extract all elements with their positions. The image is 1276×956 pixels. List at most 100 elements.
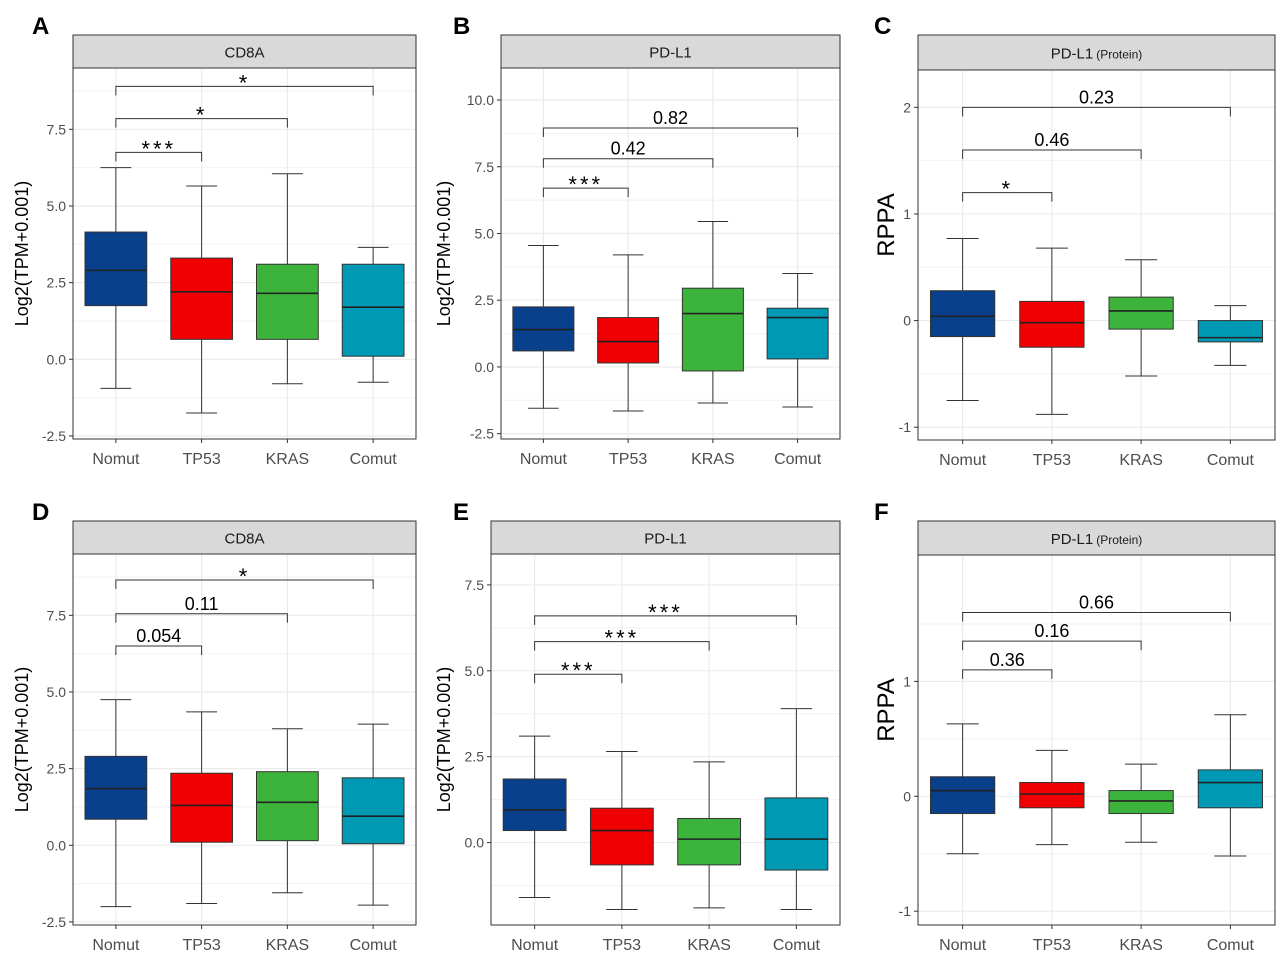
plot-area-d [73,554,416,925]
comparison-label: 0.42 [611,139,646,159]
panel-C: C PD-L1 (Protein) -1 0 1 2 * 0.46 0.23 Nomut TP53 KR… [873,13,1276,469]
x-tick-label-nomut-f: Nomut [939,937,987,954]
box-body [589,807,654,866]
panel-letter-f: F [874,499,889,526]
plot-border-d [72,553,417,926]
y-tick-label-b: -2.5 [470,426,494,442]
box-body [170,257,233,340]
x-tick-label-tp53-a: TP53 [183,451,221,468]
panel-letter-d: D [32,499,49,526]
box-nomut-d [84,699,148,908]
box-comut-c [1197,305,1264,366]
x-tick-label-nomut-d: Nomut [92,937,140,954]
comparison-nomut-tp53-d: 0.054 [115,626,203,655]
y-axis-title-a: Log2(TPM+0.001) [12,181,32,327]
comparison-nomut-comut-f: 0.66 [962,592,1231,622]
box-body [1108,296,1174,330]
facet-strip-b [500,34,841,69]
comparison-bracket [115,151,203,162]
comparison-nomut-comut-b: 0.82 [542,108,799,138]
comparison-nomut-kras-b: 0.42 [542,139,714,168]
comparison-bracket [962,611,1231,622]
comparison-bracket [115,85,374,96]
panel-letter-c: C [874,13,891,40]
x-tick-label-tp53-d: TP53 [183,937,221,954]
y-axis-title-b: Log2(TPM+0.001) [434,181,454,327]
facet-title-suffix-f: (Protein) [1096,533,1142,547]
facet-title-suffix-c: (Protein) [1096,48,1142,62]
x-tick-label-comut-d: Comut [350,937,398,954]
facet-strip-f [917,520,1276,556]
box-nomut-b [512,244,575,409]
comparison-label: *** [568,172,603,197]
box-comut-e [764,708,829,911]
y-tick-label-d: 5.0 [47,684,67,700]
comparison-label: *** [141,136,176,161]
comparison-label: *** [605,626,640,651]
plot-border-c [917,69,1276,441]
plot-area-c [918,70,1275,440]
box-body [929,776,996,815]
comparison-bracket [542,127,799,138]
x-tick-label-nomut-b: Nomut [520,451,568,468]
plot-border-e [490,553,841,926]
box-comut-a [341,246,405,383]
comparison-label: 0.46 [1034,130,1069,150]
box-kras-d [256,728,319,894]
facet-strip-c [917,34,1276,71]
y-tick-label-f: -1 [899,903,912,919]
comparison-nomut-tp53-a: *** [115,136,203,162]
y-tick-label-a: 5.0 [47,198,67,214]
comparison-nomut-kras-f: 0.16 [962,621,1142,651]
facet-strip-d [72,520,417,555]
box-tp53-b [597,254,660,412]
box-body [597,317,660,364]
comparison-label: 0.36 [990,650,1025,670]
box-comut-d [341,723,405,906]
y-tick-label-a: -2.5 [42,428,66,444]
panel-letter-e: E [453,499,469,526]
x-tick-label-tp53-b: TP53 [609,451,647,468]
box-body [341,263,405,357]
comparison-label: * [239,564,251,589]
x-tick-label-kras-f: KRAS [1119,937,1163,954]
comparison-nomut-comut-c: 0.23 [962,87,1231,117]
comparison-label: *** [648,600,683,625]
x-tick-label-comut-c: Comut [1207,452,1255,469]
y-tick-label-c: 2 [903,99,911,115]
y-tick-label-b: 10.0 [467,92,494,108]
y-axis-title-d: Log2(TPM+0.001) [12,667,32,813]
comparison-bracket [962,192,1053,202]
box-nomut-e [502,735,567,899]
y-tick-label-e: 7.5 [465,577,485,593]
x-tick-label-nomut-e: Nomut [511,937,559,954]
x-tick-label-comut-a: Comut [350,451,398,468]
comparison-nomut-comut-e: *** [534,600,797,625]
box-body [256,771,319,842]
box-kras-b [681,220,744,404]
y-axis-title-c: RPPA [873,193,900,257]
y-tick-label-b: 5.0 [475,225,495,241]
box-comut-b [766,273,829,408]
comparison-bracket [115,579,374,590]
plot-area-b [501,68,840,439]
x-tick-label-kras-b: KRAS [691,451,735,468]
x-tick-label-comut-b: Comut [774,451,822,468]
y-tick-label-c: 1 [903,206,911,222]
box-body [170,772,233,843]
facet-title-main-f: PD-L1 [1051,531,1094,548]
x-tick-label-comut-e: Comut [773,937,821,954]
comparison-nomut-tp53-f: 0.36 [962,650,1053,679]
y-tick-label-d: -2.5 [42,914,66,930]
y-tick-label-b: 7.5 [475,159,495,175]
comparison-nomut-tp53-b: *** [542,172,629,198]
facet-title-main-e: PD-L1 [644,531,687,548]
box-tp53-a [170,185,233,414]
y-tick-label-c: 0 [903,313,911,329]
comparison-bracket [962,149,1142,159]
x-tick-label-kras-a: KRAS [266,451,310,468]
comparison-bracket [962,669,1053,679]
comparison-bracket [542,158,714,168]
comparison-label: 0.11 [185,594,219,614]
